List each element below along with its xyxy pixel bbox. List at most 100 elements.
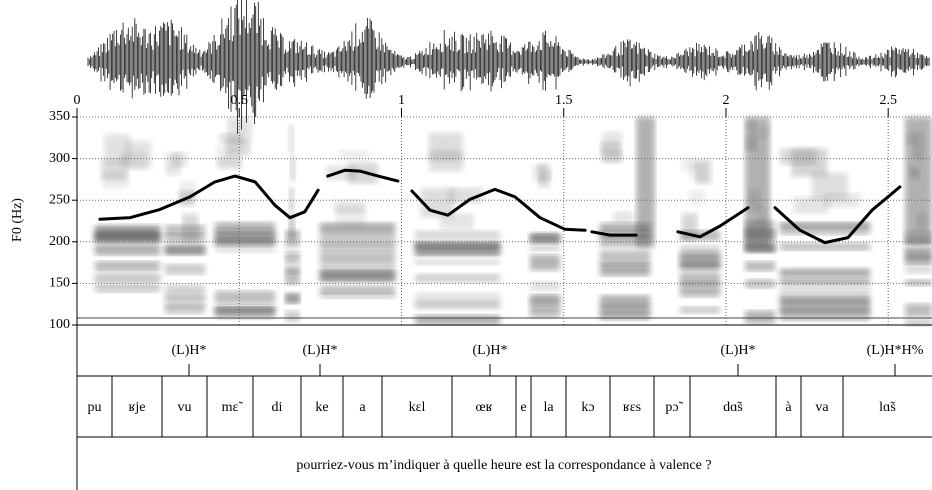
formant-band [320,240,395,252]
formant-band [320,292,395,299]
formant-band [165,284,205,301]
formant-band [600,295,650,307]
formant-band [600,249,650,266]
spectral-energy [288,124,295,154]
tone-label: (L)H*H% [867,343,924,358]
formant-band [320,250,395,266]
syllable-label: lɑ̃s [879,400,896,415]
x-tick-label: 0 [74,93,81,108]
formant-band [285,255,300,263]
spectral-energy [602,149,623,162]
spectral-energy [429,150,464,172]
syllable-label: vu [178,400,192,415]
y-tick-label: 150 [49,276,70,291]
formant-band [320,285,395,295]
formant-band [780,297,870,313]
formant-band [680,281,720,292]
spectral-energy [448,187,483,204]
formant-band [680,245,720,259]
formant-band [780,221,870,229]
syllable-label: di [272,400,283,415]
formant-band [905,256,932,265]
formant-band [905,303,932,317]
syllable-label: pu [88,400,102,415]
formant-band [745,279,775,289]
formant-band [95,269,160,281]
formant-band [905,319,932,327]
formant-band [165,263,205,275]
formant-band [745,261,775,272]
formant-band [415,241,500,249]
y-tick-label: 100 [49,317,70,332]
y-tick-label: 200 [49,234,70,249]
syllable-label: kɛl [409,400,426,415]
syllable-label: à [785,400,792,415]
f0-contour [98,168,902,245]
formant-band [215,304,275,312]
x-tick-label: 2.5 [879,93,897,108]
formant-band [165,246,205,255]
spectrogram [95,117,932,327]
formant-band [745,244,775,254]
formant-band [530,234,560,244]
y-tick-label: 350 [49,109,70,124]
formant-band [905,247,932,259]
formant-band [285,291,300,305]
spectral-energy [780,148,817,165]
fricative-noise [745,117,770,247]
spectral-energy [440,213,475,229]
syllable-label: a [359,400,366,415]
fricative-noise [636,117,655,247]
syllable-label: ke [315,400,328,415]
tone-label: (L)H* [473,343,508,358]
formant-band [215,236,275,244]
syllable-label: ʁje [129,400,146,415]
spectral-energy [339,150,370,161]
syllable-label: va [815,400,829,415]
spectral-energy [217,157,242,170]
tone-label: (L)H* [172,343,207,358]
formant-band [780,281,870,289]
syllable-label: dɑ̃s [723,400,743,415]
formant-band [165,303,205,315]
formant-band [415,273,500,283]
formant-band [95,243,160,257]
formant-band [285,250,300,257]
formant-band [600,263,650,276]
formant-band [215,246,275,253]
formant-band [95,285,160,293]
spectral-energy [811,172,848,200]
spectral-energy [289,215,296,239]
waveform-trace [87,0,930,134]
spectral-energy [695,159,712,184]
syllable-label: la [543,400,554,415]
formant-band [320,266,395,283]
y-axis-label: F0 (Hz) [10,198,25,242]
syllable-label: mɛ̃ [222,400,244,415]
spectral-energy [793,196,830,214]
formant-band [530,308,560,319]
formant-band [320,223,395,234]
formant-band [600,304,650,321]
formant-band [780,242,870,251]
waveform [87,0,930,134]
spectral-energy [335,206,366,228]
spectral-energy [165,152,182,175]
formant-band [745,310,775,324]
spectral-energy [225,140,250,156]
formant-band [415,314,500,325]
spectral-energy [602,131,623,145]
formant-band [285,310,300,322]
formant-band [95,276,160,287]
tiers: pourriez-vous m’indiquer à quelle heure … [76,117,932,490]
formant-band [215,290,275,304]
tone-label: (L)H* [721,343,756,358]
formant-band [905,264,932,274]
formant-band [530,254,560,271]
formant-band [780,270,870,285]
formant-band [95,261,160,270]
formant-band [680,261,720,271]
spectral-energy [288,187,295,214]
fricative-noise [905,117,932,247]
x-tick-label: 1 [398,93,405,108]
